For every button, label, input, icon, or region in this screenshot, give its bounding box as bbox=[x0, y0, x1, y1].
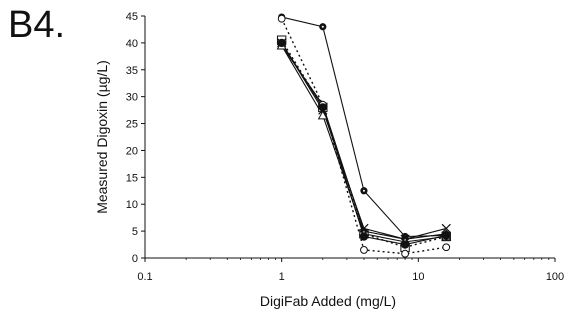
y-tick-label: 35 bbox=[126, 65, 138, 77]
series-line bbox=[281, 16, 447, 238]
series-line bbox=[281, 45, 447, 240]
panel-label: B4. bbox=[8, 4, 66, 46]
y-tick-label: 25 bbox=[126, 119, 138, 131]
y-tick-label: 5 bbox=[132, 226, 138, 238]
y-tick-label: 40 bbox=[126, 38, 138, 50]
data-point bbox=[277, 38, 286, 48]
y-tick-label: 30 bbox=[126, 92, 138, 104]
series-line bbox=[281, 42, 447, 246]
data-point bbox=[442, 231, 451, 240]
data-point bbox=[277, 14, 286, 23]
data-point bbox=[359, 232, 369, 241]
series-line bbox=[281, 18, 447, 255]
y-tick-label: 20 bbox=[126, 145, 138, 157]
data-point bbox=[318, 103, 328, 112]
data-point bbox=[441, 223, 451, 234]
data-point-center bbox=[362, 189, 365, 192]
series-line bbox=[281, 42, 447, 240]
x-tick-label: 0.1 bbox=[137, 271, 152, 283]
y-tick-label: 15 bbox=[126, 172, 138, 184]
x-tick-label: 1 bbox=[279, 271, 285, 283]
data-point-center bbox=[321, 25, 324, 28]
x-tick-label: 100 bbox=[546, 271, 564, 283]
data-point bbox=[360, 246, 368, 254]
x-axis-title: DigiFab Added (mg/L) bbox=[260, 293, 396, 309]
y-tick-label: 10 bbox=[126, 199, 138, 211]
y-axis-title: Measured Digoxin (µg/L) bbox=[94, 60, 110, 214]
series-line bbox=[281, 39, 447, 248]
data-point bbox=[359, 223, 369, 234]
data-point bbox=[442, 243, 451, 252]
y-tick-label: 45 bbox=[126, 11, 138, 23]
data-point bbox=[401, 249, 409, 258]
x-tick-label: 10 bbox=[412, 271, 424, 283]
data-point bbox=[400, 240, 410, 249]
y-tick-label: 0 bbox=[132, 253, 138, 265]
data-point bbox=[317, 110, 328, 120]
series-line bbox=[281, 45, 447, 243]
